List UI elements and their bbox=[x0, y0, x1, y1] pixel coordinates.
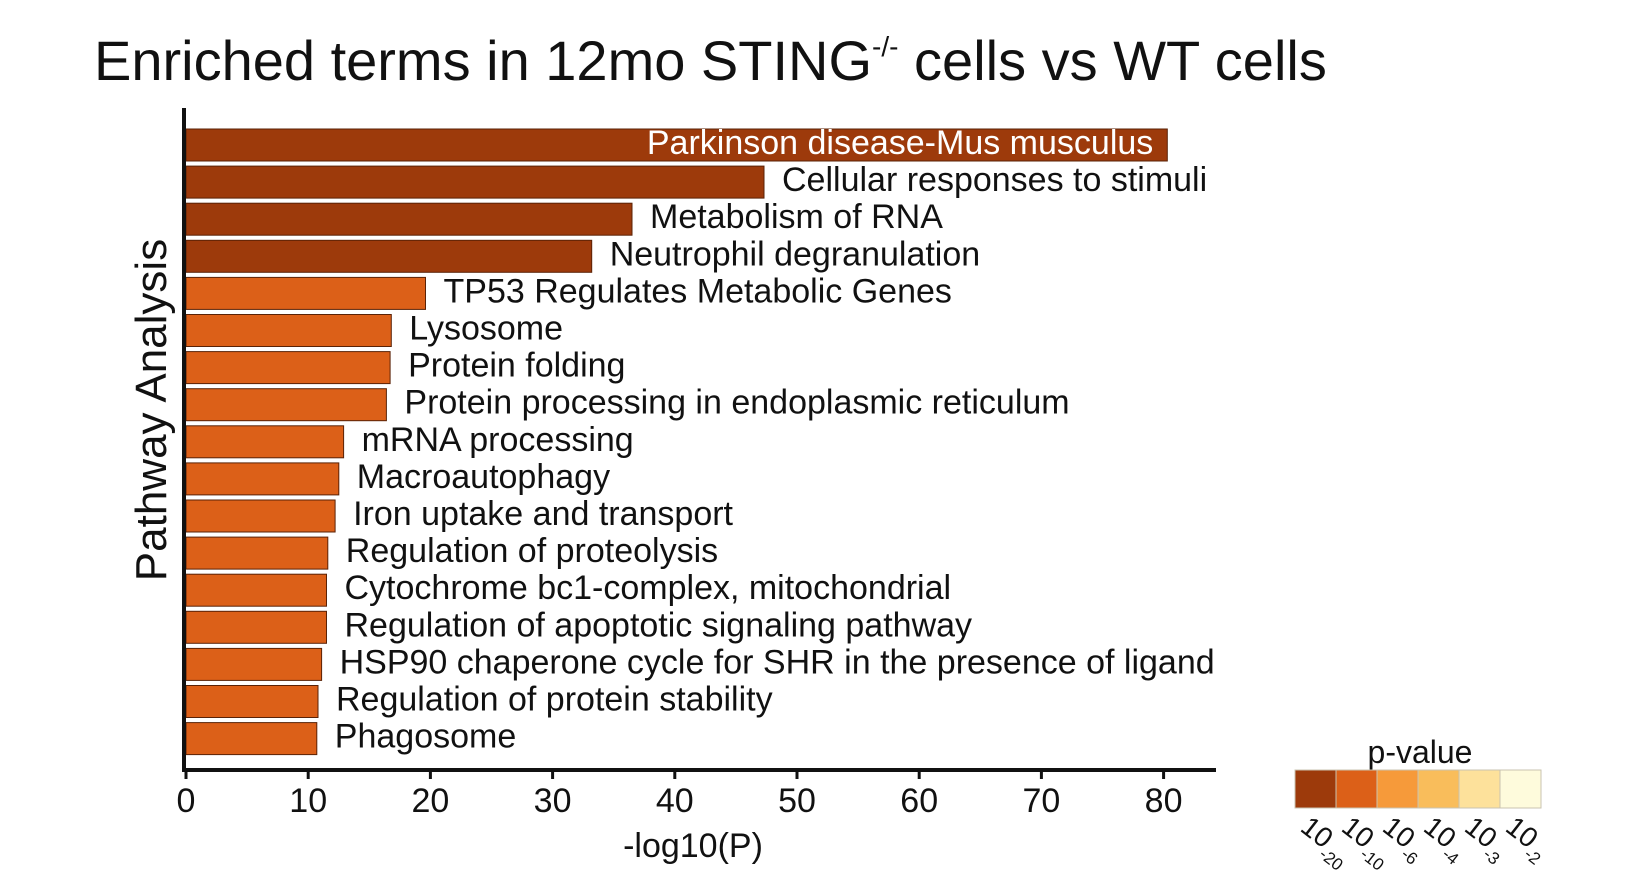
bar bbox=[185, 128, 1168, 162]
bar bbox=[185, 351, 391, 385]
x-tick-label: 70 bbox=[1022, 782, 1060, 820]
bar bbox=[185, 722, 318, 756]
legend-swatch bbox=[1294, 769, 1337, 809]
bar-label: Metabolism of RNA bbox=[650, 198, 943, 236]
legend-swatch bbox=[1499, 769, 1542, 809]
bar-label: TP53 Regulates Metabolic Genes bbox=[444, 272, 952, 310]
y-axis-label: Pathway Analysis bbox=[127, 239, 176, 581]
chart-title: Enriched terms in 12mo STING-/- cells vs… bbox=[94, 29, 1327, 92]
bar bbox=[185, 202, 633, 236]
legend-swatch bbox=[1458, 769, 1501, 809]
x-tick-label: 20 bbox=[411, 782, 449, 820]
bar bbox=[185, 165, 765, 199]
bar-label: Neutrophil degranulation bbox=[610, 235, 980, 273]
legend-label: 10-4 bbox=[1414, 810, 1474, 868]
bars-group bbox=[185, 128, 1168, 756]
bar bbox=[185, 462, 340, 496]
bar-label: Regulation of protein stability bbox=[336, 681, 773, 719]
bar-label: HSP90 chaperone cycle for SHR in the pre… bbox=[340, 643, 1215, 681]
legend-swatch bbox=[1417, 769, 1460, 809]
bar bbox=[185, 314, 392, 347]
bar-label: Cellular responses to stimuli bbox=[782, 161, 1207, 199]
bar bbox=[185, 239, 593, 273]
bar bbox=[185, 685, 319, 718]
bar bbox=[185, 425, 345, 459]
bar-label: mRNA processing bbox=[362, 421, 634, 459]
legend-label: 10-3 bbox=[1455, 810, 1515, 868]
bar-label: Protein processing in endoplasmic reticu… bbox=[404, 384, 1069, 422]
legend-swatch bbox=[1335, 769, 1378, 809]
legend-title: p-value bbox=[1368, 734, 1473, 770]
bar bbox=[185, 276, 426, 310]
legend-swatch bbox=[1376, 769, 1419, 809]
bar bbox=[185, 647, 323, 681]
bar-label: Parkinson disease-Mus musculus bbox=[647, 124, 1153, 162]
bar-label: Protein folding bbox=[408, 347, 625, 385]
x-tick-label: 10 bbox=[289, 782, 327, 820]
bar-label: Iron uptake and transport bbox=[353, 495, 733, 533]
x-ticks-group: 0 10 20 30 40 50 60 70 80 bbox=[177, 770, 1183, 820]
bar-label: Regulation of proteolysis bbox=[346, 532, 718, 570]
x-tick-label: 80 bbox=[1145, 782, 1183, 820]
bar bbox=[185, 573, 327, 607]
x-tick-label: 40 bbox=[656, 782, 694, 820]
x-tick-label: 30 bbox=[534, 782, 572, 820]
legend-label: 10-2 bbox=[1496, 810, 1556, 868]
bar-label: Phagosome bbox=[335, 718, 516, 756]
bar bbox=[185, 499, 336, 533]
bar-label: Macroautophagy bbox=[357, 458, 610, 496]
legend-swatches bbox=[1294, 769, 1542, 809]
bar-label: Cytochrome bc1-complex, mitochondrial bbox=[345, 569, 952, 607]
x-axis-label: -log10(P) bbox=[623, 827, 763, 865]
bar bbox=[185, 388, 387, 422]
bar-label: Regulation of apoptotic signaling pathwa… bbox=[345, 606, 973, 644]
bar bbox=[185, 536, 329, 570]
x-tick-label: 60 bbox=[900, 782, 938, 820]
x-tick-label: 0 bbox=[177, 782, 196, 820]
bar-label: Lysosome bbox=[409, 310, 563, 348]
x-tick-label: 50 bbox=[778, 782, 816, 820]
bar bbox=[185, 610, 327, 644]
